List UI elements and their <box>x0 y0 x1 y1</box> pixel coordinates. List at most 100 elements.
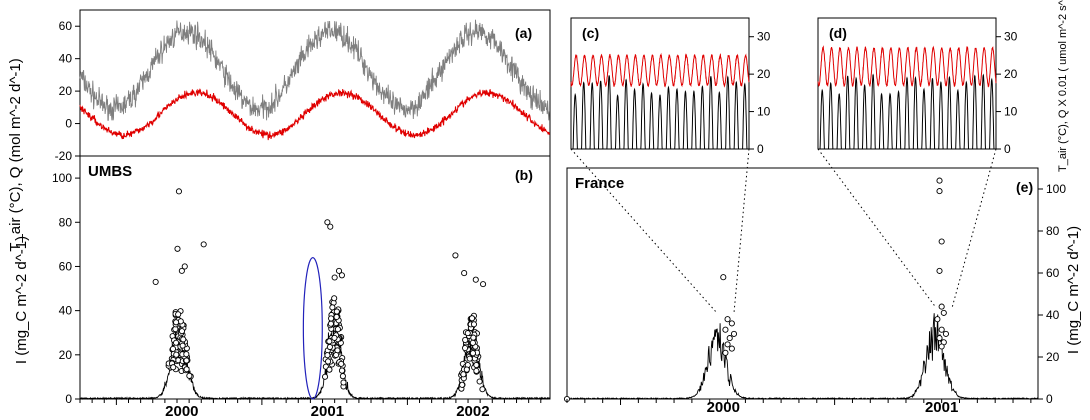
panel-b-point <box>329 304 336 311</box>
panel-b-point <box>334 326 341 333</box>
panel-e-year-label-2000: 2000 <box>707 399 740 416</box>
panel-a-y-axis: -20 0 20 40 60 <box>55 19 80 163</box>
panel-e-point <box>722 326 729 333</box>
panel-e-ytick-label-40: 40 <box>1046 308 1060 322</box>
panel-b-point <box>200 241 207 248</box>
panel-c-q-line <box>571 75 749 150</box>
panel-d-tair-line <box>817 45 997 88</box>
panel-b-point <box>175 188 182 195</box>
panel-b-point <box>179 342 186 349</box>
panel-d-q-series <box>818 73 996 150</box>
panel-b-ytick-label-40: 40 <box>59 304 73 318</box>
panel-b-point <box>338 367 346 374</box>
panel-b-ellipse-layer <box>302 257 323 400</box>
panel-b-y-axis-label: I (mg_C m^-2 d^-1) <box>13 236 30 364</box>
panel-e-point <box>728 320 735 327</box>
panel-a-ytick-label-60: 60 <box>59 19 73 33</box>
panel-e-point <box>942 330 949 337</box>
panel-d: 0 10 20 30 (d) T_air (°C), Q X 0.01 ( umol … <box>817 0 1069 172</box>
panel-b-label: (b) <box>515 167 533 183</box>
panel-e-point <box>938 343 945 350</box>
panel-b-point <box>152 278 159 285</box>
panel-c-q-series <box>571 75 749 150</box>
panel-e-ytick-label-20: 20 <box>1046 350 1060 364</box>
panel-b-point <box>170 364 177 371</box>
panel-b-point <box>181 263 188 270</box>
panel-b-point <box>173 339 180 346</box>
panel-b-point <box>325 358 332 365</box>
panel-e: 0 20 40 60 80 100 2000 2001 France (e) <box>563 167 1066 416</box>
panel-e-point <box>936 177 943 184</box>
panel-d-tair-series <box>817 45 997 88</box>
panel-b-point <box>335 267 343 274</box>
panel-a-q-line <box>79 19 550 121</box>
panel-b-point <box>327 320 334 327</box>
panel-b-point <box>459 381 466 388</box>
panel-e-ytick-label-100: 100 <box>1046 182 1066 196</box>
panel-b-point <box>331 274 338 281</box>
panel-b-point <box>479 386 486 393</box>
panel-e-ytick-label-80: 80 <box>1046 224 1060 238</box>
panel-d-y2-label: T_air (°C), Q X 0.01 ( umol m^-2 s^-1 ) <box>1057 0 1069 172</box>
panel-b-point <box>331 334 338 341</box>
panel-e-point <box>726 335 733 342</box>
panel-e-point <box>724 316 731 323</box>
panel-c-ytick-label-0: 0 <box>757 142 764 156</box>
panel-a-ytick-label-40: 40 <box>59 52 73 66</box>
panel-b-year-label-2001: 2001 <box>311 403 344 420</box>
panel-b-point <box>472 276 479 283</box>
panel-b-point <box>331 295 338 302</box>
panel-c-tair-line <box>570 52 750 88</box>
panel-b-point <box>333 308 340 315</box>
panel-b-point <box>461 270 468 277</box>
zoom-line-3 <box>817 148 936 307</box>
panel-d-ytick-label-30: 30 <box>1004 30 1018 44</box>
panel-b-point <box>178 267 185 274</box>
panel-e-model-curve <box>566 313 1038 400</box>
panel-a-q-series <box>79 19 550 121</box>
panel-e-ytick-label-0: 0 <box>1046 392 1053 406</box>
panel-b-ytick-label-0: 0 <box>65 392 72 406</box>
panel-b-point <box>183 357 190 364</box>
panel-e-model-line <box>566 313 1038 400</box>
panel-e-point <box>938 303 945 310</box>
panel-b-point <box>324 219 331 226</box>
panel-b-point <box>462 344 469 352</box>
panel-b-point <box>463 366 470 373</box>
zoom-connector-lines <box>570 148 997 314</box>
panel-b-axes: 0 20 40 60 80 100 2000 2001 2002 <box>52 171 542 420</box>
panel-e-point <box>720 274 727 281</box>
panel-e-site-label: France <box>575 175 624 192</box>
panel-b-point <box>473 361 480 369</box>
panel-e-year-label-2001: 2001 <box>925 399 958 416</box>
panel-a: -20 0 20 40 60 (a) <box>55 9 551 163</box>
panel-e-point <box>938 326 945 333</box>
panel-e-point <box>938 238 945 245</box>
panel-b-point <box>328 315 335 322</box>
panel-d-y-axis: 0 10 20 30 <box>996 30 1018 156</box>
panel-a-tair-line <box>79 88 551 141</box>
panel-b-point <box>333 313 340 320</box>
panel-b-point <box>169 345 177 352</box>
panel-b-point <box>338 360 345 367</box>
panel-b-point <box>460 371 467 378</box>
panel-d-ytick-label-10: 10 <box>1004 105 1018 119</box>
panel-b-ytick-label-20: 20 <box>59 348 73 362</box>
panel-a-tair-series <box>79 88 551 141</box>
panel-e-point <box>936 267 943 274</box>
panel-b-point <box>326 366 333 373</box>
panel-b-point <box>183 351 190 358</box>
panel-e-y-axis-label: I (mg_C m^-2 d^-1) <box>1065 226 1082 354</box>
panel-e-ytick-label-60: 60 <box>1046 266 1060 280</box>
panel-b: 0 20 40 60 80 100 2000 2001 2002 UMBS (b) <box>52 155 551 420</box>
panel-b-point <box>326 338 333 345</box>
panel-e-point <box>934 316 941 323</box>
panel-b-frame <box>79 155 551 400</box>
panel-e-point <box>724 341 731 348</box>
zoom-line-2 <box>733 148 750 313</box>
panel-b-ytick-label-100: 100 <box>52 171 72 185</box>
panel-b-point <box>464 330 471 337</box>
panel-c: 0 10 20 30 (c) <box>570 17 771 156</box>
panel-a-ytick-label--20: -20 <box>55 149 73 163</box>
